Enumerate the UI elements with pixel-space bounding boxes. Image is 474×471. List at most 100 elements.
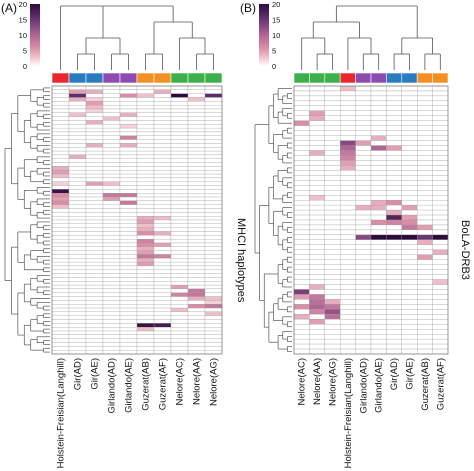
heatmap-cell xyxy=(187,277,206,282)
heatmap-cell xyxy=(293,343,310,350)
heatmap-cell xyxy=(153,193,172,198)
heatmap-cell xyxy=(370,165,387,171)
heatmap-cell xyxy=(355,304,372,310)
heatmap-cell xyxy=(432,214,449,221)
heatmap-cell xyxy=(136,193,155,198)
heatmap-cell xyxy=(204,246,223,251)
heatmap-cell xyxy=(386,239,402,245)
heatmap-cell xyxy=(340,120,356,126)
heatmap-cell xyxy=(170,346,189,351)
heatmap-cell xyxy=(187,200,206,205)
heatmap-cell xyxy=(417,199,433,206)
heatmap-cell xyxy=(170,93,189,98)
heatmap-cell xyxy=(340,254,356,260)
heatmap-cell xyxy=(119,338,138,343)
heatmap-cell xyxy=(432,234,449,240)
heatmap-cell xyxy=(170,120,189,125)
heatmap-cell xyxy=(187,327,206,332)
heatmap-cell xyxy=(401,175,418,181)
heatmap-cell xyxy=(355,90,372,97)
heatmap-cell xyxy=(401,299,418,305)
heatmap-cell xyxy=(68,150,87,156)
heatmap-cell xyxy=(309,209,325,216)
heatmap-cell xyxy=(204,143,223,148)
heatmap-cell xyxy=(340,214,356,221)
heatmap-cell xyxy=(293,314,310,320)
heatmap-cell xyxy=(187,177,206,182)
heatmap-cell xyxy=(136,154,155,159)
heatmap-cell xyxy=(136,135,155,140)
heatmap-cell xyxy=(386,155,402,161)
heatmap-cell xyxy=(102,300,121,305)
heatmap-cell xyxy=(370,160,387,166)
column-label: Nelore(AC) xyxy=(175,358,186,406)
heatmap-cell xyxy=(432,155,449,161)
heatmap-cell xyxy=(85,346,104,351)
heatmap-cell xyxy=(204,242,223,247)
heatmap-cell xyxy=(293,125,310,131)
heatmap-cell xyxy=(355,175,372,181)
heatmap-cell xyxy=(136,235,155,240)
heatmap-cell xyxy=(386,289,402,295)
heatmap-cell xyxy=(432,160,449,166)
heatmap-cell xyxy=(204,104,223,110)
heatmap-cell xyxy=(51,327,70,332)
heatmap-cell xyxy=(170,135,189,140)
heatmap-cell xyxy=(386,274,402,280)
heatmap-cell xyxy=(102,104,121,110)
heatmap-cell xyxy=(417,284,433,290)
heatmap-cell xyxy=(85,108,104,113)
heatmap-cell xyxy=(85,327,104,332)
heatmap-cell xyxy=(386,269,402,275)
heatmap-cell xyxy=(309,299,325,305)
heatmap-cell xyxy=(386,185,402,191)
heatmap-cell xyxy=(136,162,155,167)
heatmap-cell xyxy=(119,170,138,175)
heatmap-cell xyxy=(51,139,70,144)
heatmap-cell xyxy=(187,85,206,90)
heatmap-cell xyxy=(119,147,138,152)
heatmap-cell xyxy=(68,223,87,228)
heatmap-cell xyxy=(309,204,325,211)
heatmap-cell xyxy=(85,227,104,232)
heatmap-cell xyxy=(187,101,206,106)
heatmap-cell xyxy=(386,309,402,315)
heatmap-cell xyxy=(324,309,341,315)
heatmap-cell xyxy=(68,273,87,278)
heatmap-cell xyxy=(401,239,418,245)
heatmap-cell xyxy=(153,338,172,343)
heatmap-cell xyxy=(370,175,387,181)
heatmap-cell xyxy=(355,234,372,240)
heatmap-cell xyxy=(187,127,206,133)
heatmap-cell xyxy=(102,173,121,179)
heatmap-cell xyxy=(432,219,449,226)
heatmap-cell xyxy=(386,170,402,176)
heatmap-cell xyxy=(386,125,402,131)
heatmap-cell xyxy=(417,239,433,245)
heatmap-cell xyxy=(309,150,325,156)
heatmap-cell xyxy=(432,185,449,191)
heatmap-cell xyxy=(85,219,104,224)
heatmap-cell xyxy=(85,208,104,213)
heatmap-cell xyxy=(187,265,206,270)
heatmap-cell xyxy=(386,135,402,141)
heatmap-cell xyxy=(51,120,70,125)
heatmap-cell xyxy=(293,309,310,315)
heatmap-cell xyxy=(187,338,206,343)
heatmap-cell xyxy=(386,343,402,350)
heatmap-cell xyxy=(102,219,121,224)
heatmap-cell xyxy=(187,346,206,351)
heatmap-cell xyxy=(170,284,189,290)
heatmap-cell xyxy=(170,85,189,90)
column-label: Gir(AD) xyxy=(389,358,400,390)
heatmap-cell xyxy=(85,250,104,255)
heatmap-cell xyxy=(170,254,189,259)
heatmap-cell xyxy=(432,343,449,350)
heatmap-cell xyxy=(68,173,87,179)
heatmap-cell xyxy=(355,309,372,315)
heatmap-cell xyxy=(309,249,325,255)
heatmap-cell xyxy=(153,189,172,194)
heatmap-cell xyxy=(204,135,223,140)
heatmap-cell xyxy=(102,204,121,209)
heatmap-cell xyxy=(85,166,104,171)
